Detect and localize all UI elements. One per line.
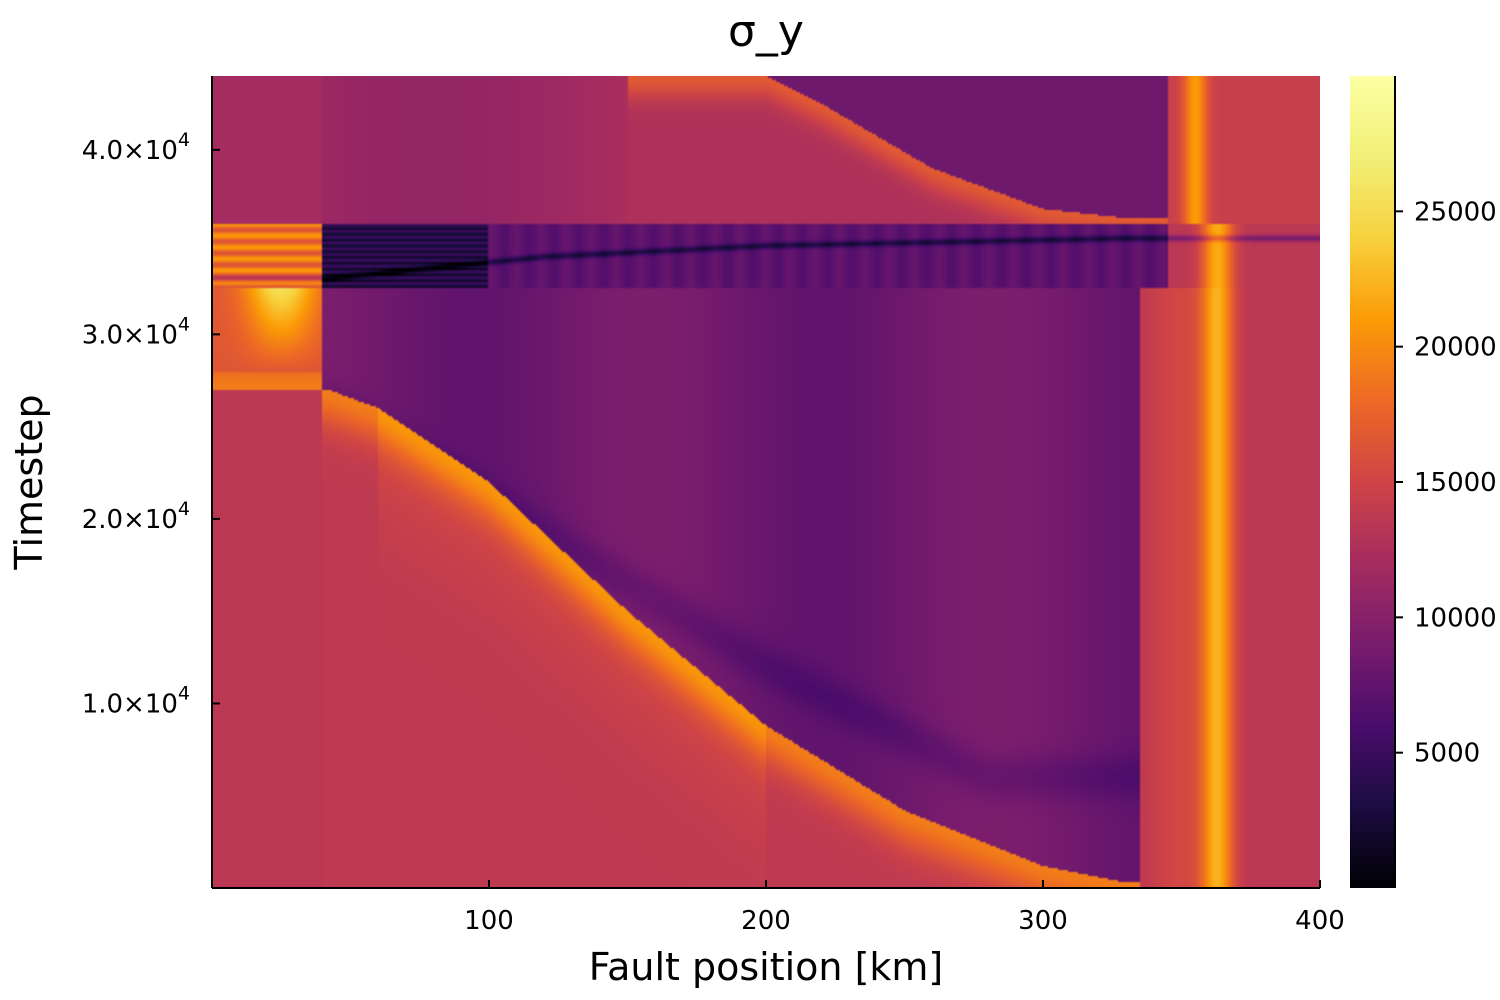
y-tick-label: 3.0×104 [82, 313, 190, 350]
y-axis-ticks: 1.0×104 2.0×104 3.0×104 4.0×104 [82, 129, 220, 719]
colorbar-tick-label: 15000 [1414, 468, 1497, 498]
chart-title: σ_y [728, 6, 804, 57]
y-tick-label: 1.0×104 [82, 682, 190, 719]
x-tick-label: 400 [1295, 906, 1345, 936]
heatmap-area [212, 76, 1320, 888]
y-tick-label: 4.0×104 [82, 129, 190, 166]
x-axis-title: Fault position [km] [589, 945, 944, 989]
x-axis-ticks: 100 200 300 400 [464, 880, 1345, 936]
colorbar-ticks: 5000 10000 15000 20000 25000 [1395, 197, 1497, 769]
colorbar-gradient [1350, 76, 1395, 888]
colorbar: 5000 10000 15000 20000 25000 [1350, 76, 1497, 888]
colorbar-tick-label: 20000 [1414, 333, 1497, 363]
colorbar-tick-label: 5000 [1414, 739, 1480, 769]
x-tick-label: 200 [741, 906, 791, 936]
x-tick-label: 300 [1018, 906, 1068, 936]
y-tick-label: 2.0×104 [82, 498, 190, 535]
colorbar-tick-label: 10000 [1414, 603, 1497, 633]
y-axis-title: Timestep [7, 394, 51, 570]
x-tick-label: 100 [464, 906, 514, 936]
heatmap-image [212, 76, 1320, 888]
colorbar-tick-label: 25000 [1414, 197, 1497, 227]
